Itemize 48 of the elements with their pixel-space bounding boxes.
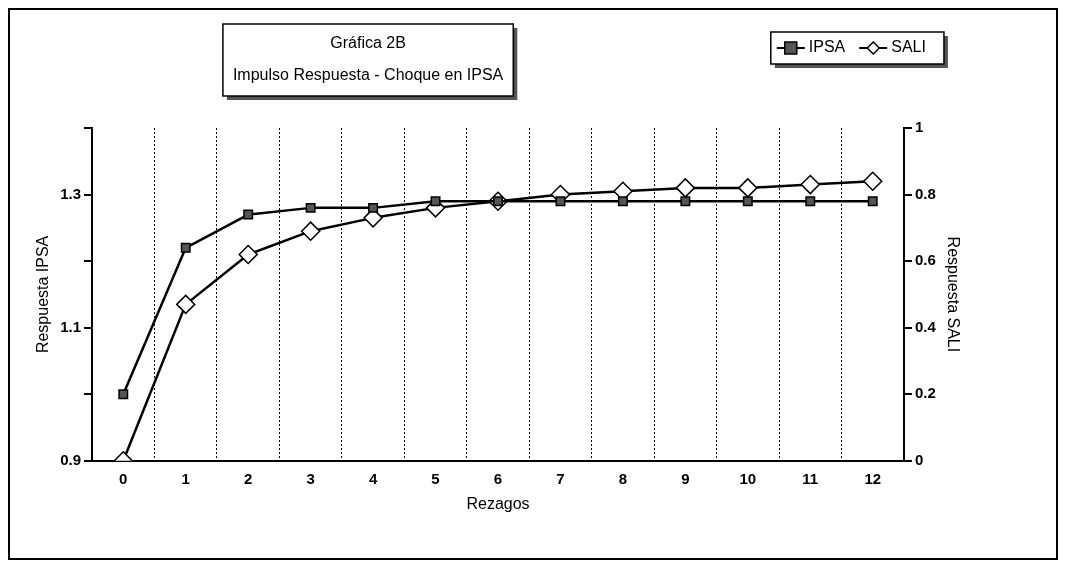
point [118,389,129,400]
point [243,209,254,220]
point [738,178,758,198]
x-tick-label: 0 [119,470,128,488]
x-tick-label: 3 [306,470,315,488]
y-axis-title: Respuesta IPSA [34,235,52,354]
point [742,196,753,207]
legend-label: IPSA [808,38,846,56]
x-tick-label: 8 [618,470,628,488]
point [805,196,816,207]
y-tick-label: 0.9 [60,450,82,468]
point [675,178,696,198]
legend-label: SALI [891,38,926,56]
x-axis-title: Rezagos [466,494,530,512]
point [862,171,883,191]
y2-tick-label: 0.2 [914,384,936,402]
point [430,196,441,207]
point [305,202,316,213]
point [617,196,628,207]
chart-title: Gráfica 2B [330,34,406,52]
chart-subtitle: Impulso Respuesta - Choque en IPSA [232,66,504,84]
x-tick-label: 9 [681,470,690,488]
point [238,244,258,265]
x-tick-label: 4 [368,470,378,488]
y-tick-label: 1.3 [60,184,82,202]
x-tick-label: 11 [802,470,819,488]
point [300,221,321,241]
x-tick-label: 7 [556,470,565,488]
y2-tick-label: 0 [914,450,924,468]
point [867,196,878,207]
point [555,196,566,207]
x-tick-label: 10 [739,470,757,488]
point [175,294,196,315]
point [180,242,191,253]
point [368,202,379,213]
x-tick-label: 1 [181,470,190,488]
y2-tick-label: 0.8 [914,184,936,202]
y-tick-label: 1.1 [60,317,82,335]
x-tick-label: 6 [493,470,503,488]
point [680,196,691,207]
x-tick-label: 5 [431,470,440,488]
y2-tick-label: 0.6 [914,251,936,269]
y2-tick-label: 1 [914,118,924,136]
y2-axis-title: Respuesta SALI [944,236,962,353]
x-tick-label: 2 [244,470,253,488]
x-tick-label: 12 [864,470,882,488]
point [800,174,821,195]
y2-tick-label: 0.4 [914,317,937,335]
